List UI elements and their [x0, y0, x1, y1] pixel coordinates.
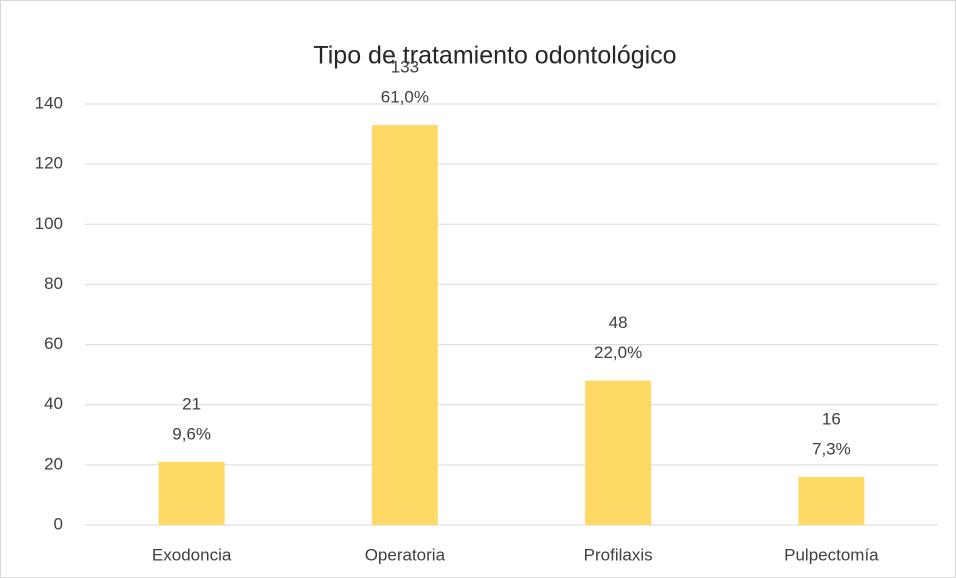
y-tick-label: 100 [35, 214, 63, 233]
value-label: 133 [391, 58, 419, 77]
x-tick-label: Pulpectomía [784, 545, 879, 564]
y-tick-label: 20 [44, 454, 63, 473]
y-tick-label: 40 [44, 394, 63, 413]
value-label: 16 [822, 409, 841, 428]
percent-label: 22,0% [594, 343, 642, 362]
y-tick-label: 120 [35, 154, 63, 173]
value-label: 21 [182, 394, 201, 413]
x-tick-label: Exodoncia [152, 545, 232, 564]
x-tick-label: Profilaxis [584, 545, 653, 564]
bar [585, 380, 652, 525]
bar [798, 476, 865, 525]
y-tick-label: 80 [44, 274, 63, 293]
percent-label: 7,3% [812, 439, 851, 458]
x-tick-label: Operatoria [365, 545, 446, 564]
value-label: 48 [609, 313, 628, 332]
percent-label: 61,0% [381, 88, 429, 107]
y-tick-label: 0 [54, 514, 63, 533]
bar [158, 461, 225, 525]
bar [371, 125, 438, 526]
y-tick-label: 60 [44, 334, 63, 353]
percent-label: 9,6% [172, 424, 211, 443]
y-tick-label: 140 [35, 93, 63, 112]
chart-title: Tipo de tratamiento odontológico [313, 42, 676, 70]
